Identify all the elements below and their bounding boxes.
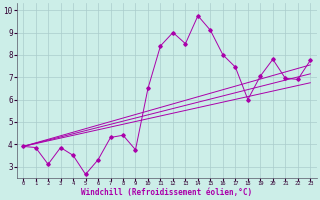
X-axis label: Windchill (Refroidissement éolien,°C): Windchill (Refroidissement éolien,°C) [81, 188, 252, 197]
